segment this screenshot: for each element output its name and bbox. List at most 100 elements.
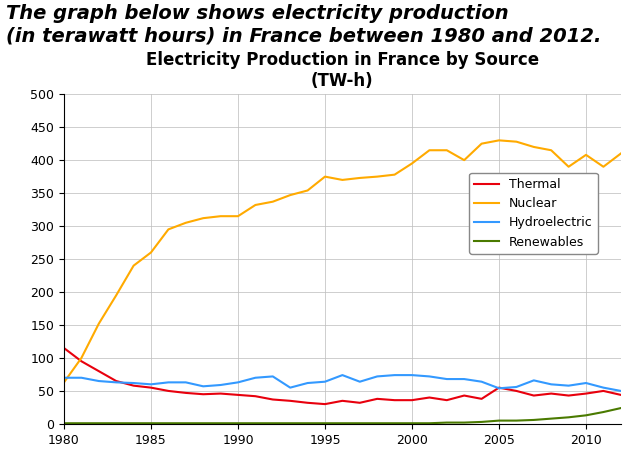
Nuclear (530, 144, 538, 150)
Renewables (617, 405, 625, 411)
Hydroelectric (600, 385, 607, 390)
Thermal (600, 388, 607, 394)
Renewables (113, 421, 120, 426)
Thermal (60, 345, 68, 351)
Hydroelectric (582, 380, 590, 386)
Renewables (408, 421, 416, 426)
Hydroelectric (252, 375, 259, 381)
Renewables (286, 421, 294, 426)
Thermal (547, 391, 555, 397)
Thermal (443, 398, 451, 403)
Renewables (252, 421, 259, 426)
Renewables (182, 421, 189, 426)
Renewables (460, 420, 468, 425)
Text: The graph below shows electricity production
(in terawatt hours) in France betwe: The graph below shows electricity produc… (6, 4, 602, 45)
Renewables (130, 421, 138, 426)
Nuclear (164, 227, 172, 232)
Hydroelectric (182, 380, 189, 385)
Nuclear (130, 263, 138, 268)
Renewables (564, 414, 572, 420)
Thermal (199, 391, 207, 397)
Nuclear (477, 141, 485, 146)
Hydroelectric (477, 379, 485, 384)
Renewables (217, 421, 225, 426)
Hydroelectric (113, 380, 120, 385)
Hydroelectric (77, 375, 85, 381)
Thermal (304, 400, 312, 406)
Hydroelectric (304, 380, 312, 386)
Hydroelectric (339, 372, 346, 378)
Nuclear (600, 164, 607, 170)
Renewables (95, 421, 102, 426)
Renewables (199, 421, 207, 426)
Hydroelectric (95, 378, 102, 384)
Thermal (95, 368, 102, 374)
Thermal (130, 383, 138, 389)
Nuclear (304, 187, 312, 193)
Nuclear (443, 147, 451, 153)
Nuclear (339, 177, 346, 183)
Thermal (582, 391, 590, 397)
Nuclear (217, 213, 225, 219)
Nuclear (199, 215, 207, 221)
Thermal (147, 385, 155, 390)
Renewables (530, 417, 538, 423)
Nuclear (495, 138, 503, 143)
Thermal (321, 401, 329, 407)
Hydroelectric (547, 382, 555, 387)
Nuclear (373, 174, 381, 179)
Thermal (373, 396, 381, 402)
Nuclear (60, 380, 68, 385)
Hydroelectric (356, 379, 364, 384)
Hydroelectric (286, 385, 294, 390)
Renewables (147, 421, 155, 426)
Thermal (339, 398, 346, 404)
Nuclear (252, 202, 259, 208)
Nuclear (564, 164, 572, 170)
Line: Thermal: Thermal (64, 348, 621, 404)
Hydroelectric (391, 372, 399, 378)
Renewables (547, 416, 555, 422)
Title: Electricity Production in France by Source
(TW-h): Electricity Production in France by Sour… (146, 51, 539, 90)
Nuclear (95, 321, 102, 326)
Renewables (339, 421, 346, 426)
Hydroelectric (495, 385, 503, 391)
Thermal (617, 392, 625, 398)
Renewables (477, 419, 485, 425)
Hydroelectric (321, 379, 329, 384)
Nuclear (113, 292, 120, 298)
Nuclear (286, 192, 294, 198)
Renewables (582, 413, 590, 418)
Hydroelectric (373, 374, 381, 379)
Renewables (77, 421, 85, 426)
Renewables (164, 421, 172, 426)
Thermal (408, 398, 416, 403)
Renewables (321, 421, 329, 426)
Renewables (234, 421, 242, 426)
Hydroelectric (217, 382, 225, 388)
Nuclear (234, 213, 242, 219)
Nuclear (617, 151, 625, 156)
Line: Hydroelectric: Hydroelectric (64, 375, 621, 391)
Nuclear (147, 250, 155, 255)
Renewables (495, 418, 503, 423)
Hydroelectric (130, 380, 138, 386)
Thermal (356, 400, 364, 406)
Thermal (113, 378, 120, 384)
Nuclear (460, 157, 468, 163)
Hydroelectric (269, 374, 276, 379)
Renewables (269, 421, 276, 426)
Renewables (60, 421, 68, 426)
Line: Renewables: Renewables (64, 408, 621, 423)
Hydroelectric (530, 378, 538, 383)
Renewables (356, 421, 364, 426)
Renewables (426, 421, 433, 426)
Thermal (286, 398, 294, 404)
Legend: Thermal, Nuclear, Hydroelectric, Renewables: Thermal, Nuclear, Hydroelectric, Renewab… (469, 173, 598, 254)
Hydroelectric (460, 376, 468, 382)
Thermal (564, 393, 572, 398)
Hydroelectric (164, 380, 172, 385)
Renewables (443, 420, 451, 425)
Line: Nuclear: Nuclear (64, 140, 621, 382)
Thermal (269, 397, 276, 402)
